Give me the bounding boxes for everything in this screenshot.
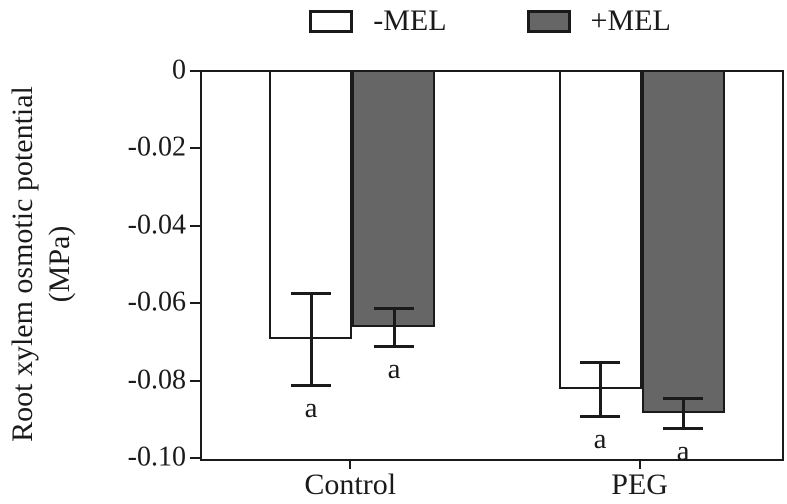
error-bar-cap bbox=[663, 397, 703, 400]
x-axis-category-label: PEG bbox=[611, 468, 668, 501]
legend-label-plus-mel: +MEL bbox=[590, 4, 671, 37]
legend: -MEL +MEL bbox=[200, 0, 780, 42]
significance-letter: a bbox=[676, 435, 690, 467]
y-axis-tick bbox=[190, 302, 200, 304]
plot-area: a a a a bbox=[200, 70, 784, 466]
y-axis-title: Root xylem osmotic potential (MPa) bbox=[4, 49, 82, 479]
error-bar-line bbox=[393, 308, 396, 346]
bar-minus-mel-peg bbox=[559, 70, 642, 389]
error-bar-cap bbox=[374, 307, 414, 310]
significance-letter: a bbox=[387, 353, 401, 385]
x-axis-category-label: Control bbox=[304, 468, 397, 501]
y-axis-tick-label: -0.02 bbox=[127, 131, 186, 163]
legend-swatch-minus-mel bbox=[309, 9, 354, 33]
bar-plus-mel-peg bbox=[642, 70, 725, 413]
y-axis-tick bbox=[190, 457, 200, 459]
y-axis-tick bbox=[190, 70, 200, 72]
y-axis-tick bbox=[190, 225, 200, 227]
y-axis-tick-label: -0.08 bbox=[127, 364, 186, 396]
error-bar-cap bbox=[291, 292, 331, 295]
error-bar-line bbox=[310, 293, 313, 385]
y-axis-tick-label: -0.06 bbox=[127, 286, 186, 318]
error-bar-line bbox=[599, 362, 602, 416]
error-bar-cap bbox=[291, 384, 331, 387]
bar-plus-mel-control bbox=[352, 70, 435, 327]
error-bar-cap bbox=[580, 415, 620, 418]
y-axis-title-line1: Root xylem osmotic potential bbox=[6, 86, 39, 442]
error-bar-line bbox=[682, 398, 685, 428]
error-bar-cap bbox=[663, 427, 703, 430]
significance-letter: a bbox=[593, 423, 607, 455]
legend-swatch-plus-mel bbox=[526, 9, 571, 33]
y-axis-tick bbox=[190, 147, 200, 149]
x-axis-tick bbox=[349, 459, 352, 469]
legend-label-minus-mel: -MEL bbox=[373, 4, 447, 37]
error-bar-cap bbox=[580, 361, 620, 364]
legend-item-minus-mel: -MEL bbox=[309, 4, 447, 37]
legend-item-plus-mel: +MEL bbox=[526, 4, 671, 37]
error-bar-cap bbox=[374, 345, 414, 348]
y-axis-tick bbox=[190, 380, 200, 382]
y-axis-tick-label: -0.10 bbox=[127, 441, 186, 473]
y-axis-tick-label: 0 bbox=[172, 54, 186, 86]
y-axis-title-line2: (MPa) bbox=[43, 225, 76, 303]
x-axis-tick bbox=[638, 459, 641, 469]
significance-letter: a bbox=[304, 392, 318, 424]
y-axis-tick-label: -0.04 bbox=[127, 209, 186, 241]
